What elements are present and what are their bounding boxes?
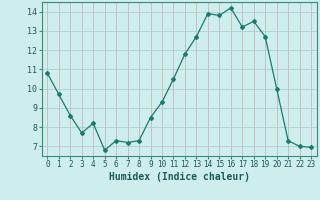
X-axis label: Humidex (Indice chaleur): Humidex (Indice chaleur): [109, 172, 250, 182]
